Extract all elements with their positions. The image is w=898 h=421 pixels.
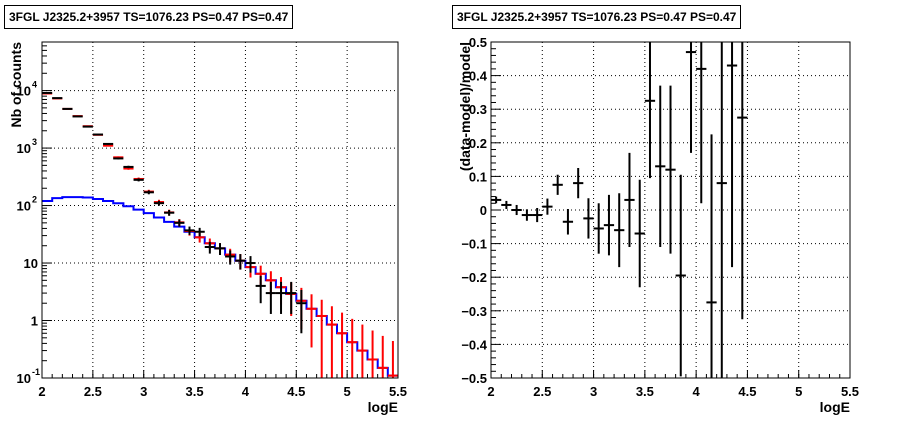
x-tick-label: 4 xyxy=(693,384,701,399)
y-tick-exponent: 3 xyxy=(32,137,37,147)
right-plot-frame xyxy=(490,41,851,379)
left-chart-title: 3FGL J2325.2+3957 TS=1076.23 PS=0.47 PS=… xyxy=(4,5,294,29)
x-tick-label: 2.5 xyxy=(84,384,102,399)
right-chart-panel: 2 2.5 3 3.5 4 4.5 5 5.5 0.5 0.4 0.3 0.2 0.1 0 −0.1 −0.2… xyxy=(457,35,859,415)
x-tick-label: 4.5 xyxy=(287,384,305,399)
x-tick-label: 5 xyxy=(344,384,351,399)
x-tick-label: 2 xyxy=(38,384,45,399)
x-tick-label: 4.5 xyxy=(738,384,756,399)
y-tick-label: 10 xyxy=(17,84,31,99)
y-tick-label: 0.5 xyxy=(469,35,487,50)
x-axis-label: logE xyxy=(368,399,398,415)
y-tick-label: −0.1 xyxy=(461,237,487,252)
x-tick-label: 3 xyxy=(140,384,147,399)
y-tick-exponent: 4 xyxy=(32,80,37,90)
x-tick-label: 3.5 xyxy=(186,384,204,399)
y-axis-label: Nb of counts xyxy=(8,42,24,128)
x-tick-label: 4 xyxy=(242,384,250,399)
x-tick-label: 2.5 xyxy=(533,384,551,399)
y-tick-label: 0.1 xyxy=(469,169,487,184)
y-tick-label: 10 xyxy=(24,256,38,271)
y-axis-label: (data-model)/model xyxy=(457,42,473,171)
left-plot-frame xyxy=(41,41,399,379)
y-tick-label: −0.4 xyxy=(461,337,487,352)
model-step-line xyxy=(42,196,398,377)
y-tick-label: −0.2 xyxy=(461,270,487,285)
y-tick-label: 1 xyxy=(31,314,38,329)
y-tick-label: 0.2 xyxy=(469,136,487,151)
y-tick-exponent: -1 xyxy=(32,367,40,377)
y-tick-label: −0.5 xyxy=(461,371,487,386)
y-tick-exponent: 2 xyxy=(32,195,37,205)
x-tick-label: 3.5 xyxy=(636,384,654,399)
y-tick-label: 10 xyxy=(17,199,31,214)
right-chart-title: 3FGL J2325.2+3957 TS=1076.23 PS=0.47 PS=… xyxy=(452,5,742,29)
x-tick-label: 2 xyxy=(487,384,494,399)
x-tick-label: 3 xyxy=(590,384,597,399)
y-tick-label: 0 xyxy=(480,203,487,218)
x-tick-label: 5.5 xyxy=(841,384,859,399)
y-tick-label: 0.4 xyxy=(469,69,488,84)
y-tick-label: 10 xyxy=(17,141,31,156)
x-axis-label: logE xyxy=(820,399,850,415)
y-tick-label: −0.3 xyxy=(461,304,487,319)
y-tick-label: 10 xyxy=(17,371,31,386)
x-tick-label: 5.5 xyxy=(389,384,407,399)
x-tick-label: 5 xyxy=(795,384,802,399)
y-tick-label: 0.3 xyxy=(469,102,487,117)
